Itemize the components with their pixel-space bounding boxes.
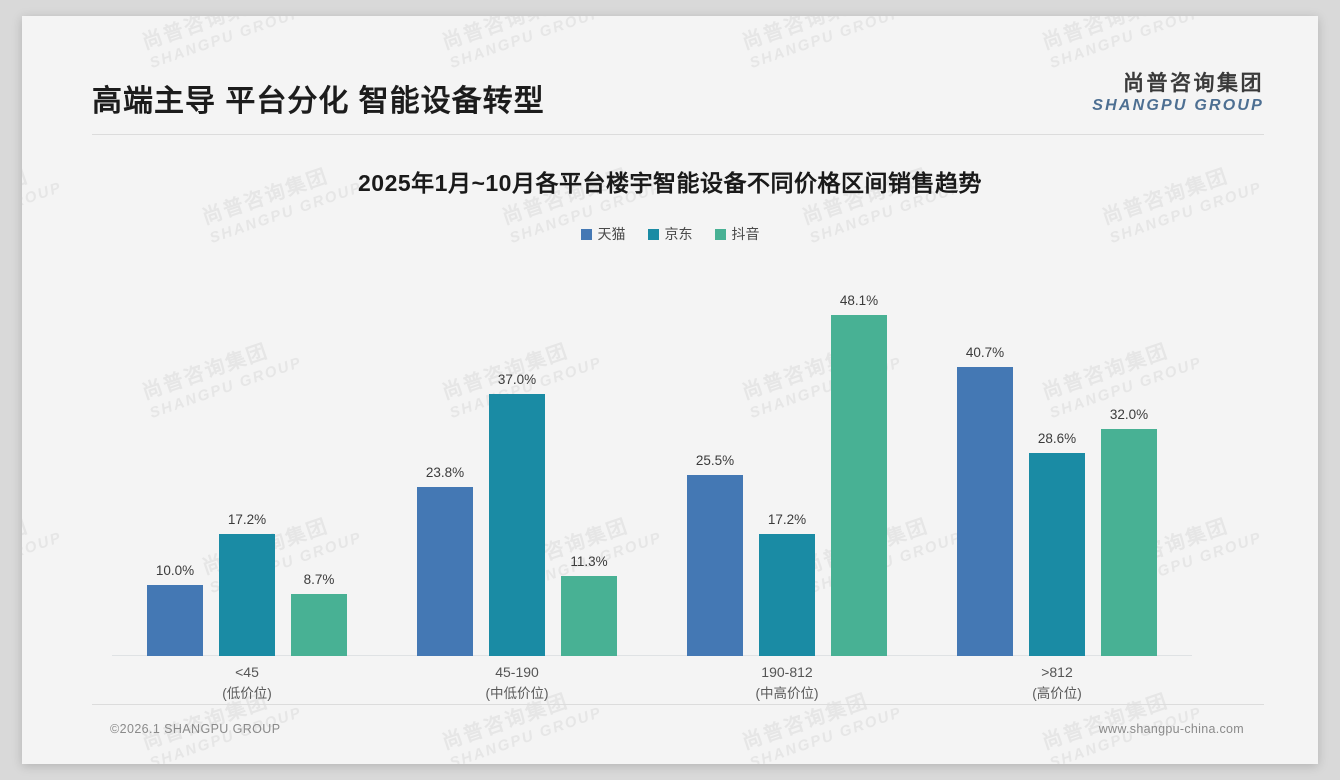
bar-rect[interactable] [147,585,203,656]
bar-group-190-812: 25.5% 17.2% 48.1% [652,266,922,656]
bar-group->812: 40.7% 28.6% 32.0% [922,266,1192,656]
bar-抖音->812[interactable]: 32.0% [1101,266,1157,656]
x-tick-190-812: 190-812 (中高价位) [652,662,922,705]
bar-rect[interactable] [561,576,617,656]
x-tick-label: <45 [235,664,259,680]
bar-京东-45-190[interactable]: 37.0% [489,266,545,656]
copyright-text: ©2026.1 SHANGPU GROUP [110,722,281,736]
legend-label: 天猫 [597,226,626,242]
x-tick->812: >812 (高价位) [922,662,1192,705]
x-tick-45-190: 45-190 (中低价位) [382,662,652,705]
bar-天猫->812[interactable]: 40.7% [957,266,1013,656]
x-tick-sublabel: (低价位) [222,685,272,701]
bar-rect[interactable] [219,534,275,656]
bar-京东->812[interactable]: 28.6% [1029,266,1085,656]
legend-swatch-icon [580,228,592,240]
x-axis-labels: <45 (低价位) 45-190 (中低价位) 190-812 (中高价位) >812 (高价… [112,662,1192,705]
bar-value-label: 10.0% [155,563,195,578]
x-tick-sublabel: (中高价位) [755,685,819,701]
slide-footer: ©2026.1 SHANGPU GROUP www.shangpu-china.… [22,704,1318,764]
x-tick-label: 45-190 [495,664,539,680]
bar-value-label: 48.1% [839,293,879,308]
bar-抖音-<45[interactable]: 8.7% [291,266,347,656]
bar-value-label: 25.5% [695,453,735,468]
bar-value-label: 32.0% [1109,407,1149,422]
brand-logo: 尚普咨询集团 SHANGPU GROUP [1092,72,1264,115]
bar-rect[interactable] [687,475,743,656]
brand-name-cn: 尚普咨询集团 [1123,72,1264,95]
chart-title: 2025年1月~10月各平台楼宇智能设备不同价格区间销售趋势 [358,170,982,196]
bar-抖音-45-190[interactable]: 11.3% [561,266,617,656]
bar-京东-190-812[interactable]: 17.2% [759,266,815,656]
x-tick-sublabel: (中低价位) [485,685,549,701]
bar-京东-<45[interactable]: 17.2% [219,266,275,656]
bar-value-label: 28.6% [1037,431,1077,446]
bar-rect[interactable] [759,534,815,656]
legend-label: 抖音 [731,226,760,242]
bar-rect[interactable] [1101,429,1157,656]
bar-value-label: 37.0% [497,372,537,387]
x-tick-<45: <45 (低价位) [112,662,382,705]
brand-name-en: SHANGPU GROUP [1092,97,1264,115]
bar-天猫-190-812[interactable]: 25.5% [687,266,743,656]
bar-groups: 10.0% 17.2% 8.7% 23.8% 37.0% 11.3% 25.5% 17.2% 4… [112,266,1192,656]
bar-rect[interactable] [489,394,545,656]
bar-天猫-<45[interactable]: 10.0% [147,266,203,656]
bar-rect[interactable] [1029,453,1085,656]
legend-swatch-icon [647,228,659,240]
bar-value-label: 23.8% [425,465,465,480]
bar-rect[interactable] [831,315,887,656]
bar-group-45-190: 23.8% 37.0% 11.3% [382,266,652,656]
bar-value-label: 8.7% [303,572,335,587]
website-link[interactable]: www.shangpu-china.com [1098,722,1244,736]
header-divider [92,134,1264,135]
x-tick-label: 190-812 [761,664,813,680]
chart-container: 2025年1月~10月各平台楼宇智能设备不同价格区间销售趋势 天猫 京东 抖音 10… [22,136,1318,716]
bar-天猫-45-190[interactable]: 23.8% [417,266,473,656]
footer-divider [92,704,1264,705]
legend-label: 京东 [664,226,693,242]
bar-value-label: 40.7% [965,345,1005,360]
bar-rect[interactable] [417,487,473,656]
bar-value-label: 11.3% [570,554,608,569]
page-title: 高端主导 平台分化 智能设备转型 [92,85,545,118]
slide-canvas: 尚普咨询集团 SHANGPU GROUP 尚普咨询集团 SHANGPU GROUP 尚普… [22,16,1318,764]
chart-legend: 天猫 京东 抖音 [22,224,1318,244]
legend-swatch-icon [714,228,726,240]
chart-plot-area: 10.0% 17.2% 8.7% 23.8% 37.0% 11.3% 25.5% 17.2% 4… [112,266,1192,656]
legend-item-天猫[interactable]: 天猫 [580,224,626,244]
legend-item-抖音[interactable]: 抖音 [714,224,760,244]
x-axis-line [112,655,1192,656]
bar-value-label: 17.2% [767,512,807,527]
bar-value-label: 17.2% [227,512,267,527]
legend-item-京东[interactable]: 京东 [647,224,693,244]
x-tick-sublabel: (高价位) [1032,685,1082,701]
bar-rect[interactable] [291,594,347,656]
bar-rect[interactable] [957,367,1013,656]
bar-group-<45: 10.0% 17.2% 8.7% [112,266,382,656]
bar-抖音-190-812[interactable]: 48.1% [831,266,887,656]
x-tick-label: >812 [1041,664,1073,680]
slide-header: 高端主导 平台分化 智能设备转型 尚普咨询集团 SHANGPU GROUP [22,16,1318,136]
